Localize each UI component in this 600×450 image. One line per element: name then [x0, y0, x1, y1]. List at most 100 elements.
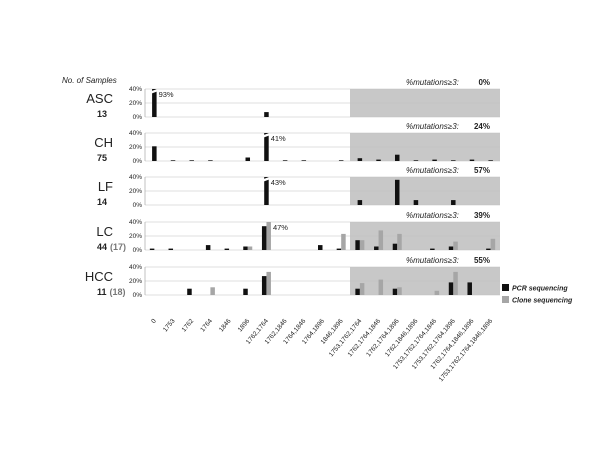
- bar-clone-1896: [247, 246, 253, 250]
- bar-pcr-1762,1764: [264, 133, 269, 161]
- mutation-label: %mutations≥3:: [406, 256, 459, 265]
- bar-clone-1762,1764,1896: [397, 287, 402, 295]
- mutation-label: %mutations≥3:: [406, 122, 459, 131]
- sample-count: 11 (18): [97, 287, 126, 297]
- panels-container: %mutations≥3: 0%0%20%40%ASC1393%%mutation…: [85, 78, 500, 299]
- bar-pcr-1896: [243, 288, 248, 295]
- mutation-percent: 0%: [478, 78, 490, 87]
- bar-pcr-1753,1762,1764: [357, 158, 363, 161]
- mutation-percent: 57%: [474, 166, 490, 175]
- y-tick-label: 20%: [129, 278, 142, 285]
- bar-pcr-1753,1762,1764: [357, 200, 363, 205]
- bar-pcr-1762,1764,1896: [392, 243, 398, 250]
- x-tick-label: 1846: [218, 317, 233, 333]
- bar-clone-1762,1764,1846: [378, 279, 384, 295]
- mutation-label: %mutations≥3:: [406, 211, 459, 220]
- bar-pcr-1846,1896: [338, 160, 344, 161]
- bar-pcr-1753: [168, 248, 174, 250]
- value-annotation: 47%: [273, 223, 288, 232]
- mutation-label: %mutations≥3:: [406, 166, 459, 175]
- axis-break-mark: [151, 89, 158, 94]
- bar-pcr-0: [152, 146, 157, 161]
- bar-pcr-1896: [245, 157, 251, 161]
- bar-pcr-1753,1762,1764,1846,1896: [486, 248, 491, 250]
- x-tick-label: 1896: [237, 317, 252, 333]
- bar-pcr-1753,1762,1764,1896: [451, 200, 456, 205]
- value-annotation: 43%: [271, 178, 286, 187]
- sample-count-pcr: 75: [97, 153, 107, 163]
- y-tick-label: 0%: [133, 158, 143, 165]
- sample-count: 13: [97, 109, 107, 119]
- bar-pcr-1753,1762,1764: [355, 288, 360, 295]
- bar-pcr-1753,1762,1764,1896: [448, 246, 454, 250]
- bar-pcr-1764: [205, 245, 211, 250]
- bar-pcr-0: [152, 89, 157, 117]
- y-tick-label: 40%: [129, 219, 142, 226]
- y-tick-label: 20%: [129, 188, 142, 195]
- legend-pcr-swatch: [502, 284, 509, 291]
- bar-pcr-1762,1764,1846,1896: [467, 282, 472, 295]
- bar-pcr-1753,1762,1764,1896: [451, 160, 456, 161]
- x-axis-categories: 0 1753 1762 1764 1846 18961762,17641762,18461…: [150, 317, 494, 383]
- legend: PCR sequencing Clone sequencing: [502, 284, 573, 305]
- y-tick-label: 20%: [129, 144, 142, 151]
- bar-pcr-1762,1764: [264, 177, 269, 205]
- sample-count-pcr: 44: [97, 242, 107, 252]
- x-tick-label: 1762: [181, 317, 196, 333]
- bar-pcr-1762,1846,1896: [413, 200, 419, 205]
- y-tick-label: 0%: [133, 114, 143, 121]
- bar-pcr-1753,1762,1764: [355, 240, 360, 250]
- sample-count: 14: [97, 197, 107, 207]
- group-name: LF: [98, 179, 113, 194]
- y-tick-label: 40%: [129, 86, 142, 93]
- mutation-percent: 24%: [474, 122, 490, 131]
- bar-clone-1762,1764: [266, 271, 271, 295]
- bar-clone-1762,1764: [266, 222, 271, 250]
- y-tick-label: 40%: [129, 130, 142, 137]
- bar-clone-1846,1896: [341, 233, 346, 250]
- panel-ch: %mutations≥3: 24% 0% 20% 40% CH 75 41%: [94, 122, 500, 165]
- y-tick-label: 0%: [133, 202, 143, 209]
- bar-pcr-1762,1764,1896: [392, 288, 398, 295]
- bar-pcr-1762,1764: [264, 112, 269, 117]
- sample-count: 44 (17): [97, 242, 126, 252]
- bar-pcr-1762,1764,1896: [394, 154, 400, 161]
- bar-clone-1753,1762,1764: [359, 283, 365, 295]
- sample-count-pcr: 13: [97, 109, 107, 119]
- bar-pcr-1762,1764: [261, 226, 267, 250]
- value-annotation: 41%: [271, 134, 286, 143]
- y-tick-label: 20%: [129, 233, 142, 240]
- bar-clone-1753,1762,1764,1896: [453, 271, 458, 295]
- sample-count-pcr: 14: [97, 197, 107, 207]
- bar-pcr-1762,1764,1896: [394, 179, 400, 205]
- bar-clone-1764: [210, 287, 215, 295]
- axis-break-mark: [263, 133, 270, 138]
- bar-pcr-1762,1846: [282, 160, 288, 161]
- bar-pcr-1753: [170, 160, 176, 161]
- y-tick-label: 40%: [129, 264, 142, 271]
- bar-pcr-1762,1764,1846: [376, 159, 381, 161]
- group-name: CH: [94, 135, 113, 150]
- axis-break-mark: [263, 177, 270, 182]
- bar-pcr-1753,1762,1764,1846,1896: [488, 160, 493, 161]
- y-tick-label: 20%: [129, 100, 142, 107]
- bar-pcr-1762,1764,1846: [374, 246, 379, 250]
- legend-pcr-label: PCR sequencing: [512, 286, 568, 293]
- bar-pcr-1753,1762,1764,1846: [432, 159, 437, 161]
- bar-clone-1762,1764,1846: [378, 230, 384, 250]
- bar-pcr-1762,1846,1896: [413, 160, 419, 161]
- legend-clone-swatch: [502, 296, 509, 303]
- panel-hcc: %mutations≥3: 55% 0% 20% 40% HCC 11 (18): [85, 256, 500, 299]
- bar-pcr-1764: [208, 160, 213, 161]
- y-tick-label: 0%: [133, 292, 143, 299]
- bar-pcr-1762: [187, 288, 192, 295]
- no-of-samples-header: No. of Samples: [62, 76, 117, 85]
- bar-clone-1753,1762,1764,1846: [434, 290, 440, 295]
- mutation-label: %mutations≥3:: [406, 78, 459, 87]
- sample-count-clone: (17): [110, 242, 126, 252]
- bar-pcr-1753,1762,1764,1896: [448, 282, 454, 295]
- panel-asc: %mutations≥3: 0% 0% 20% 40% ASC 13 93%: [86, 78, 500, 121]
- sample-count-clone: (18): [110, 287, 126, 297]
- bar-clone-1753,1762,1764: [359, 240, 365, 250]
